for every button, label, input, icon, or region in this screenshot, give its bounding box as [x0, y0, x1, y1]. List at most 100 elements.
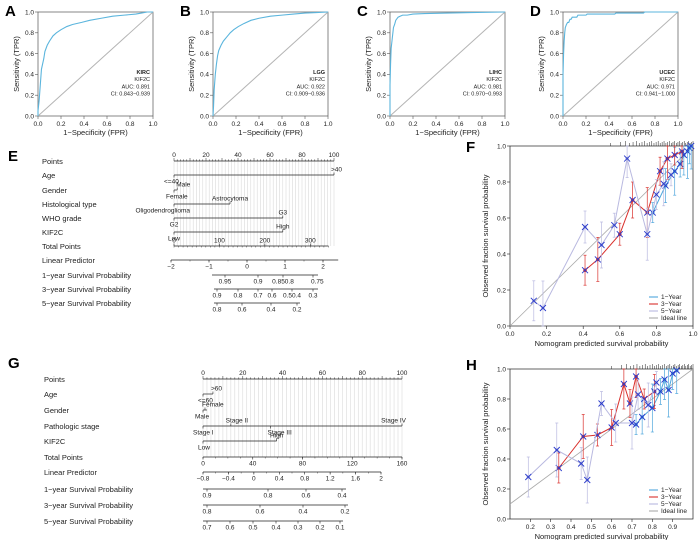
- x-tick-label: 0.4: [604, 121, 613, 128]
- nomogram-tick-label: 0: [201, 461, 205, 468]
- roc-panel-c: 0.0 0.2 0.4 0.6 0.8 1.0 0.0 0.2 0.4 0.6 0.8 1.0 1−Sp…: [364, 9, 510, 137]
- points-tick-label: 0: [172, 152, 176, 159]
- nomogram-row-label: Gender: [44, 406, 70, 415]
- kaplan-meier-cross: [524, 473, 532, 481]
- x-tick-label: 0.4: [254, 121, 263, 128]
- y-tick-label: 0.6: [377, 51, 386, 58]
- legend-line: LIHC: [489, 70, 502, 76]
- x-tick-label: 0.6: [102, 121, 111, 128]
- y-tick-label: 0.8: [497, 179, 506, 186]
- nomogram-tick-label: 0.9: [212, 293, 221, 300]
- nomogram-tick-label: <=40: [164, 179, 179, 186]
- x-tick-label: 0.7: [627, 524, 636, 531]
- kaplan-meier-cross: [577, 460, 585, 467]
- x-tick-label: 0.5: [587, 524, 596, 531]
- kaplan-meier-cross: [610, 221, 618, 229]
- kaplan-meier-cross: [553, 446, 561, 454]
- nomogram-tick-label: 0.4: [337, 493, 346, 500]
- panel-letter-d: D: [530, 3, 541, 20]
- y-tick-label: 0.6: [497, 426, 506, 433]
- plot-frame: [37, 11, 154, 117]
- nomogram-tick-label: Stage IV: [381, 418, 407, 425]
- legend-label: 3−Year: [661, 301, 682, 308]
- kaplan-meier-cross: [612, 419, 620, 427]
- x-tick-label: 0.6: [627, 121, 636, 128]
- y-tick-label: 0.4: [200, 72, 209, 79]
- x-tick-label: 0.2: [526, 524, 535, 531]
- roc-panels: 0.0 0.2 0.4 0.6 0.8 1.0 0.0 0.2 0.4 0.6 0.8 1.0 1−Sp…: [12, 9, 683, 137]
- nomogram-row-label: Points: [42, 157, 63, 166]
- kaplan-meier-cross: [665, 386, 672, 394]
- nomogram-row-label: 1−year Survival Probability: [44, 485, 133, 494]
- kaplan-meier-cross: [671, 151, 679, 159]
- x-tick-label: 0.4: [579, 331, 588, 338]
- kaplan-meier-cross: [629, 196, 636, 204]
- nomogram-tick-label: 40: [249, 461, 257, 468]
- series-line: [527, 382, 657, 482]
- x-tick-label: 0.6: [607, 524, 616, 531]
- roc-curve: [562, 11, 678, 116]
- nomogram-tick-label: −0.4: [222, 476, 235, 483]
- x-tick-label: 0.2: [56, 121, 65, 128]
- y-axis-label: Sensitivity (TPR): [12, 36, 21, 92]
- nomogram-row-label: Age: [42, 171, 55, 180]
- nomogram-row-label: 3−year Survival Probability: [44, 501, 133, 510]
- legend-line: AUC: 0.971: [647, 84, 675, 90]
- legend-line: KIF2C: [134, 77, 150, 83]
- nomogram-tick-label: 0.6: [267, 293, 276, 300]
- kaplan-meier-cross: [656, 167, 664, 175]
- nomogram-tick-label: 1.2: [326, 476, 335, 483]
- nomogram-tick-label: Female: [166, 194, 188, 201]
- x-tick-label: 0.2: [581, 121, 590, 128]
- kaplan-meier-cross: [667, 171, 675, 179]
- nomogram-tick-label: 0.8: [263, 493, 272, 500]
- legend-label: 3−Year: [661, 494, 682, 501]
- y-tick-label: 1.0: [497, 366, 506, 373]
- nomogram-tick-label: 0.2: [315, 525, 324, 532]
- legend-line: CI: 0.843−0.939: [111, 92, 150, 98]
- panel-letter-a: A: [5, 3, 16, 20]
- nomogram-tick-label: 0.5: [248, 525, 257, 532]
- roc-panel-b: 0.0 0.2 0.4 0.6 0.8 1.0 0.0 0.2 0.4 0.6 0.8 1.0 1−Sp…: [187, 9, 333, 137]
- x-tick-label: 0.0: [208, 121, 217, 128]
- nomogram-tick-label: 0.3: [308, 293, 317, 300]
- x-tick-label: 0.9: [668, 524, 677, 531]
- legend-label: Ideal line: [661, 508, 687, 515]
- nomogram-row-label: KIF2C: [44, 437, 66, 446]
- points-tick-label: 40: [279, 370, 287, 377]
- nomogram-tick-label: Oligodendroglioma: [135, 208, 190, 215]
- plot-frame: [389, 11, 506, 117]
- kaplan-meier-cross: [643, 230, 651, 238]
- nomogram-tick-label: Stage II: [226, 418, 249, 425]
- nomogram-tick-label: 0.1: [335, 525, 344, 532]
- nomogram-tick-label: 0.50.4: [283, 293, 301, 300]
- y-tick-label: 0.4: [497, 251, 506, 258]
- nomogram-tick-label: 300: [305, 238, 316, 245]
- nomogram-row-label: 3−year Survival Probability: [42, 285, 131, 294]
- y-tick-label: 0.6: [200, 51, 209, 58]
- x-tick-label: 0.6: [454, 121, 463, 128]
- nomogram-row-label: Linear Predictor: [42, 256, 95, 265]
- points-tick-label: 80: [298, 152, 306, 159]
- nomogram-tick-label: 0.4: [271, 525, 280, 532]
- y-tick-label: 0.8: [200, 30, 209, 37]
- nomogram-tick-label: 0: [172, 238, 176, 245]
- x-axis-label: 1−Specificity (FPR): [588, 128, 653, 137]
- kaplan-meier-cross: [616, 230, 624, 238]
- nomogram-tick-label: 0.9: [253, 279, 262, 286]
- x-tick-label: 0.3: [546, 524, 555, 531]
- nomogram-tick-label: Low: [198, 445, 210, 452]
- kaplan-meier-cross: [632, 373, 640, 380]
- x-tick-label: 1.0: [500, 121, 509, 128]
- x-tick-label: 0.4: [566, 524, 575, 531]
- nomogram-tick-label: 0.850.8: [272, 279, 294, 286]
- x-axis-label: 1−Specificity (FPR): [63, 128, 128, 137]
- y-tick-label: 1.0: [497, 143, 506, 150]
- panel-letter-f: F: [466, 139, 475, 156]
- nomogram-tick-label: 0.4: [275, 476, 284, 483]
- legend-line: KIRC: [137, 70, 150, 76]
- x-tick-label: 0.6: [277, 121, 286, 128]
- legend-line: KIF2C: [659, 77, 675, 83]
- x-axis-label: 1−Specificity (FPR): [238, 128, 303, 137]
